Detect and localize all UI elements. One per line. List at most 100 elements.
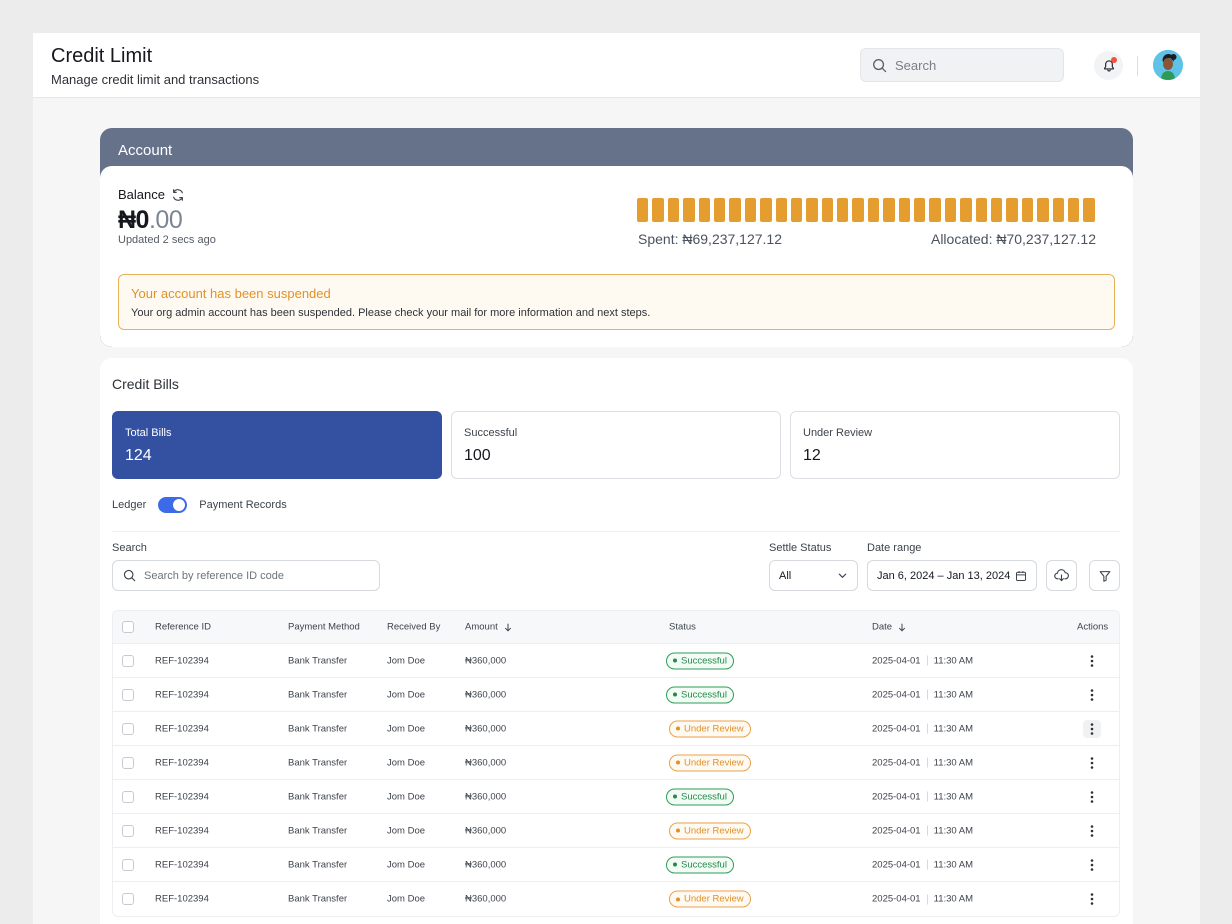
cell-received: Jom Doe [387, 825, 426, 836]
ledger-payment-toggle[interactable] [158, 497, 188, 513]
cell-status: Under Review [669, 754, 751, 771]
date-time-divider [926, 689, 928, 700]
table-row[interactable]: REF-102394 Bank Transfer Jom Doe ₦360,000 Un… [113, 746, 1119, 780]
more-vertical-icon [1090, 790, 1094, 803]
status-text: Under Review [684, 723, 744, 734]
row-actions-button[interactable] [1083, 890, 1101, 908]
more-vertical-icon [1090, 688, 1094, 701]
avatar-illustration [1153, 50, 1183, 80]
balance-decimal: .00 [148, 206, 183, 234]
row-checkbox[interactable] [122, 893, 134, 905]
row-checkbox-cell[interactable] [122, 790, 134, 803]
usage-bar-segment [1083, 198, 1095, 222]
global-search-input[interactable] [895, 57, 1045, 73]
table-header: Reference ID Payment Method Received By … [113, 611, 1119, 644]
row-checkbox[interactable] [122, 858, 134, 871]
stat-successful[interactable]: Successful 100 [451, 411, 781, 479]
cell-actions [1083, 856, 1101, 874]
notifications-button[interactable] [1094, 51, 1123, 80]
cell-actions [1083, 754, 1101, 772]
usage-bar-segment [914, 198, 926, 222]
checkbox[interactable] [122, 621, 134, 633]
time-text: 11:30 AM [933, 723, 974, 734]
reference-search-input[interactable] [144, 569, 364, 582]
cell-ref: REF-102394 [155, 791, 209, 802]
status-dot [676, 828, 680, 833]
row-checkbox[interactable] [122, 824, 134, 837]
refresh-icon[interactable] [171, 188, 185, 202]
status-text: Successful [681, 689, 727, 700]
row-checkbox-cell[interactable] [122, 722, 134, 735]
download-button[interactable] [1046, 560, 1077, 591]
time-text: 11:30 AM [933, 859, 974, 870]
cell-status: Successful [666, 686, 734, 703]
table-row[interactable]: REF-102394 Bank Transfer Jom Doe ₦360,000 Su… [113, 780, 1119, 814]
select-all-checkbox[interactable] [122, 621, 134, 633]
row-actions-button[interactable] [1083, 788, 1101, 806]
settle-status-select[interactable]: All [769, 560, 858, 591]
date-text: 2025-04-01 [872, 791, 921, 802]
settle-status-label: Settle Status [769, 542, 832, 554]
row-checkbox[interactable] [122, 790, 134, 803]
date-range-picker[interactable]: Jan 6, 2024 – Jan 13, 2024 [867, 560, 1037, 591]
global-search[interactable] [860, 48, 1064, 82]
row-checkbox-cell[interactable] [122, 654, 134, 667]
stat-under-review[interactable]: Under Review 12 [790, 411, 1120, 479]
col-amount[interactable]: Amount [465, 622, 513, 633]
table-row[interactable]: REF-102394 Bank Transfer Jom Doe ₦360,000 Su… [113, 848, 1119, 882]
search-label: Search [112, 542, 147, 554]
date-time-divider [926, 894, 928, 904]
cell-date: 2025-04-01 11:30 AM [872, 655, 973, 666]
reference-search[interactable] [112, 560, 380, 591]
table-row[interactable]: REF-102394 Bank Transfer Jom Doe ₦360,000 Su… [113, 644, 1119, 678]
row-actions-button[interactable] [1083, 686, 1101, 704]
cell-amount: ₦360,000 [465, 757, 507, 768]
cell-status: Under Review [669, 890, 751, 908]
cell-date: 2025-04-01 11:30 AM [872, 825, 973, 836]
status-dot [676, 760, 680, 765]
cell-method: Bank Transfer [288, 859, 348, 870]
usage-bar-segment [667, 198, 680, 222]
row-actions-button[interactable] [1083, 822, 1101, 840]
table-row[interactable]: REF-102394 Bank Transfer Jom Doe ₦360,000 Un… [113, 814, 1119, 848]
status-dot [673, 658, 677, 663]
usage-bar-segment [837, 198, 849, 222]
status-text: Under Review [684, 825, 744, 836]
row-checkbox-cell[interactable] [122, 858, 134, 871]
usage-bar-segment [1037, 198, 1049, 222]
row-checkbox-cell[interactable] [122, 756, 134, 769]
cell-date: 2025-04-01 11:30 AM [872, 859, 973, 870]
row-actions-button[interactable] [1083, 856, 1101, 874]
row-checkbox[interactable] [122, 688, 134, 701]
balance-label: Balance [118, 187, 165, 202]
table-row[interactable]: REF-102394 Bank Transfer Jom Doe ₦360,000 Su… [113, 678, 1119, 712]
date-text: 2025-04-01 [872, 859, 921, 870]
row-checkbox[interactable] [122, 654, 134, 667]
date-range-value: Jan 6, 2024 – Jan 13, 2024 [877, 569, 1011, 582]
row-checkbox[interactable] [122, 756, 134, 769]
table-row[interactable]: REF-102394 Bank Transfer Jom Doe ₦360,000 Un… [113, 882, 1119, 916]
cell-received: Jom Doe [387, 791, 426, 802]
time-text: 11:30 AM [933, 689, 974, 700]
row-actions-button[interactable] [1083, 652, 1101, 670]
date-time-divider [926, 825, 928, 836]
table-row[interactable]: REF-102394 Bank Transfer Jom Doe ₦360,000 Un… [113, 712, 1119, 746]
row-checkbox-cell[interactable] [122, 688, 134, 701]
col-date[interactable]: Date [872, 622, 907, 633]
view-toggle-row: Ledger Payment Records [112, 497, 287, 513]
user-avatar[interactable] [1153, 50, 1183, 80]
row-actions-button[interactable] [1083, 719, 1101, 738]
more-vertical-icon [1090, 722, 1094, 735]
account-body: Balance ₦0.00 Updated 2 secs ago Spent: … [100, 166, 1133, 347]
stat-total-bills[interactable]: Total Bills 124 [112, 411, 442, 479]
cell-ref: REF-102394 [155, 655, 209, 666]
filter-button[interactable] [1089, 560, 1120, 591]
row-checkbox-cell[interactable] [122, 893, 134, 905]
status-text: Successful [681, 655, 727, 666]
row-checkbox-cell[interactable] [122, 824, 134, 837]
alert-title: Your account has been suspended [131, 286, 331, 301]
more-vertical-icon [1090, 824, 1094, 837]
stat-value: 124 [125, 447, 152, 464]
row-actions-button[interactable] [1083, 754, 1101, 772]
row-checkbox[interactable] [122, 722, 134, 735]
